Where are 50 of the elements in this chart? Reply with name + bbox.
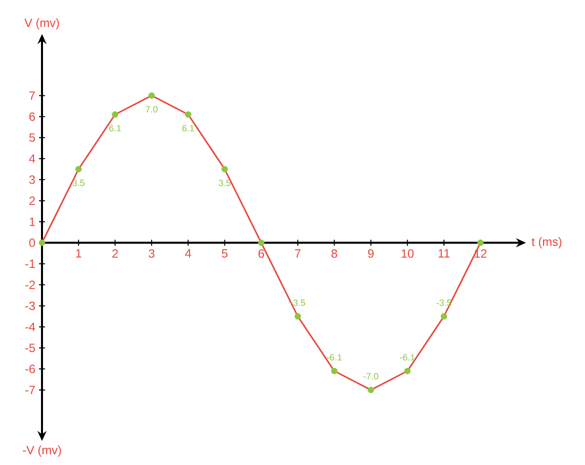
point (477, 240, 484, 246)
x-tick-label: 7 (295, 249, 301, 258)
point (331, 368, 338, 374)
point (258, 240, 264, 246)
x-tick-label: 9 (368, 249, 374, 258)
x-tick-label: 11 (438, 249, 450, 258)
y-tick-label: 2 (29, 196, 35, 205)
y-tick-label: -3 (25, 302, 35, 310)
x-tick-label: 1 (76, 249, 82, 258)
y-tick-label: -1 (25, 260, 35, 268)
point (38, 240, 46, 246)
y-tick-label: 7 (29, 91, 35, 100)
point (148, 92, 155, 99)
point (75, 166, 82, 172)
point (440, 313, 448, 320)
x-tick-label: 2 (112, 249, 118, 258)
data-label: 3.5 (218, 180, 231, 186)
point (368, 386, 374, 394)
y-tick-label: 4 (29, 154, 36, 163)
data-label: 3.5 (72, 180, 84, 186)
y-tick-label: -5 (25, 344, 35, 352)
x-tick-label: 6 (258, 249, 264, 258)
y-tick-label: 0 (29, 238, 36, 247)
y-tick-label: -6 (25, 364, 35, 374)
point (221, 166, 228, 172)
text: -V (mv) (22, 446, 61, 457)
point (184, 111, 192, 118)
point (294, 313, 301, 320)
data-label: -6.1 (326, 354, 342, 360)
y-tick-label: -4 (25, 322, 36, 331)
data-label: 6.1 (182, 125, 194, 132)
x-tick-label: 3 (148, 249, 154, 258)
x-axis-title: t (ms) (532, 237, 562, 248)
y-tick-label: 5 (29, 133, 35, 142)
x-tick-label: 5 (222, 249, 228, 258)
y-axis-title: V (mv) (24, 18, 59, 30)
y-tick-label: 3 (29, 175, 35, 184)
point (112, 111, 118, 118)
x-tick-label: 10 (402, 249, 414, 258)
data-label: 7.0 (146, 106, 158, 112)
y-tick-label: 6 (29, 112, 35, 121)
point (404, 368, 411, 374)
x-tick-label: 8 (331, 249, 338, 258)
y-tick-label: -7 (25, 386, 35, 394)
data-label: 6.1 (109, 125, 121, 132)
x-tick-label: 4 (185, 249, 192, 258)
data-label: -6.1 (400, 354, 415, 360)
y-tick-label: -2 (25, 280, 35, 289)
data-label: -7.0 (364, 373, 378, 380)
y-tick-label: 1 (30, 218, 35, 226)
